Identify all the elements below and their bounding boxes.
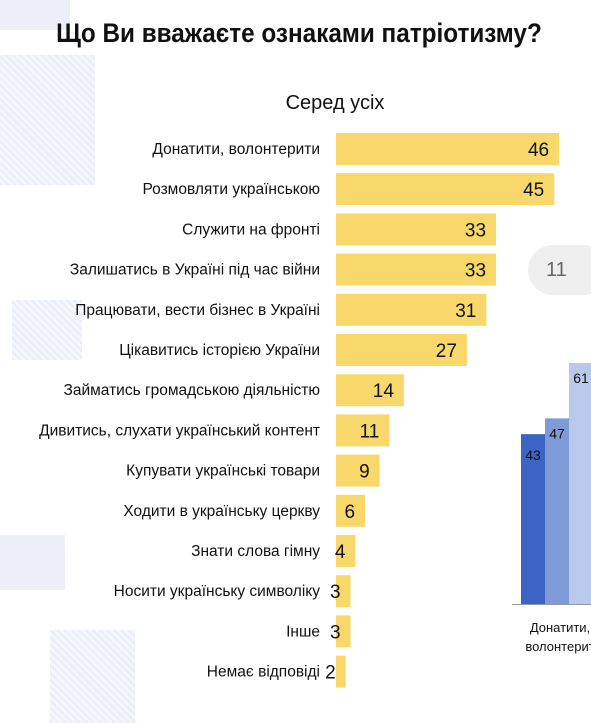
side-chart-category-line: Донатити, [529, 620, 591, 635]
bar [336, 535, 356, 567]
data-label: 46 [528, 140, 549, 161]
data-label: 31 [455, 301, 476, 322]
category-label: Працювати, вести бізнес в Україні [75, 302, 320, 319]
side-data-label: 61 [573, 370, 589, 386]
category-label: Донатити, волонтерити [152, 141, 320, 158]
bar [336, 575, 351, 608]
data-label: 3 [330, 622, 341, 643]
background-decor-block [0, 535, 65, 590]
bar [336, 655, 346, 688]
category-label: Немає відповіді [207, 664, 320, 681]
category-label: Розмовляти українською [142, 181, 320, 198]
side-data-label: 47 [549, 425, 565, 441]
category-label: Цікавитись історією України [119, 342, 320, 359]
data-label: 2 [325, 663, 336, 684]
category-label: Служити на фронті [182, 221, 320, 238]
background-decor-block [0, 0, 70, 30]
category-label: Займатись громадською діяльністю [64, 382, 321, 399]
bar [336, 133, 560, 165]
data-label: 9 [359, 462, 370, 483]
category-label: Носити українську символіку [114, 583, 321, 600]
side-bar [569, 363, 591, 604]
bar [336, 374, 404, 407]
side-bar [521, 434, 545, 604]
side-bar [545, 418, 569, 604]
data-label: 33 [465, 261, 486, 282]
side-chart-category-line: волонтерит [525, 639, 591, 654]
chart-title: Що Ви вважаєте ознаками патріотизму? [56, 18, 542, 48]
category-label: Ходити в українську церкву [123, 503, 320, 520]
data-label: 4 [335, 542, 346, 563]
side-data-label: 43 [525, 447, 541, 463]
data-label: 27 [436, 341, 457, 362]
chart-subtitle: Серед усіх [285, 92, 385, 114]
bar [336, 253, 497, 286]
bar [336, 293, 487, 326]
data-label: 6 [345, 502, 356, 523]
background-decor-block [0, 55, 95, 185]
data-label: 14 [373, 381, 395, 402]
background-decor-block [12, 300, 82, 360]
category-label: Купувати українські товари [126, 463, 320, 480]
data-label: 11 [360, 421, 380, 442]
data-label: 45 [523, 180, 544, 201]
bar [336, 173, 555, 206]
bar [336, 213, 497, 246]
background-decor-block [50, 630, 135, 723]
side-chart-category-label: Донатити, волонтерит [500, 618, 591, 656]
bar [336, 414, 390, 447]
data-label: 3 [330, 582, 341, 603]
bar [336, 334, 467, 366]
category-label: Дивитись, слухати український контент [39, 422, 320, 439]
bar [336, 615, 351, 648]
category-label: Інше [286, 623, 320, 640]
bar [336, 454, 380, 487]
bar [336, 494, 366, 527]
data-label: 33 [465, 220, 486, 241]
side-legend-pill: 11 [528, 245, 591, 295]
category-label: Знати слова гімну [191, 543, 320, 560]
category-label: Залишатись в Україні під час війни [70, 262, 320, 279]
